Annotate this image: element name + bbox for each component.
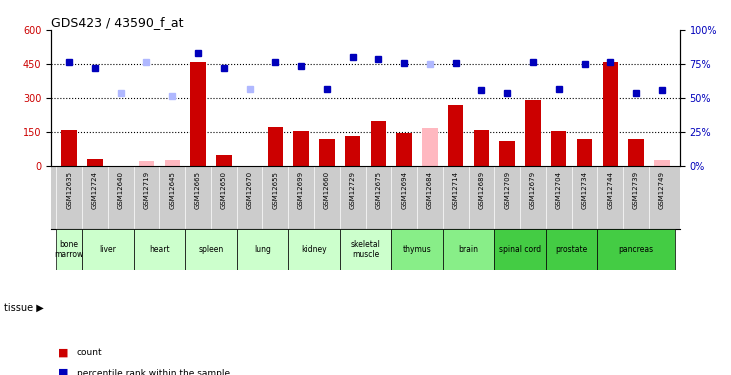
Bar bbox=[443, 229, 494, 270]
Bar bbox=[577, 139, 592, 166]
Bar bbox=[391, 229, 443, 270]
Text: kidney: kidney bbox=[301, 245, 327, 254]
Text: GSM12699: GSM12699 bbox=[298, 171, 304, 209]
Text: GSM12689: GSM12689 bbox=[479, 171, 485, 209]
Text: GSM12744: GSM12744 bbox=[607, 171, 613, 209]
Text: heart: heart bbox=[149, 245, 170, 254]
Bar bbox=[288, 229, 340, 270]
Text: spinal cord: spinal cord bbox=[499, 245, 541, 254]
Text: GSM12640: GSM12640 bbox=[118, 171, 124, 209]
Text: GSM12684: GSM12684 bbox=[427, 171, 433, 209]
Text: count: count bbox=[77, 348, 102, 357]
Text: GSM12675: GSM12675 bbox=[376, 171, 382, 209]
Bar bbox=[139, 161, 154, 166]
Bar bbox=[526, 100, 541, 166]
Text: GSM12660: GSM12660 bbox=[324, 171, 330, 209]
Bar bbox=[499, 141, 515, 166]
Text: GSM12734: GSM12734 bbox=[581, 171, 588, 209]
Bar bbox=[61, 130, 77, 166]
Bar bbox=[423, 129, 438, 166]
Text: prostate: prostate bbox=[556, 245, 588, 254]
Text: tissue ▶: tissue ▶ bbox=[4, 303, 43, 312]
Text: lung: lung bbox=[254, 245, 271, 254]
Bar bbox=[216, 154, 232, 166]
Bar bbox=[268, 128, 283, 166]
Bar bbox=[371, 121, 386, 166]
Text: percentile rank within the sample: percentile rank within the sample bbox=[77, 369, 230, 375]
Bar bbox=[597, 229, 675, 270]
Bar bbox=[134, 229, 185, 270]
Text: bone
marrow: bone marrow bbox=[55, 240, 84, 260]
Text: GSM12719: GSM12719 bbox=[143, 171, 150, 209]
Text: GSM12635: GSM12635 bbox=[67, 171, 72, 209]
Bar bbox=[546, 229, 597, 270]
Bar bbox=[340, 229, 391, 270]
Bar bbox=[474, 130, 489, 166]
Text: ■: ■ bbox=[58, 348, 69, 357]
Bar bbox=[551, 131, 567, 166]
Bar bbox=[396, 133, 412, 166]
Text: brain: brain bbox=[458, 245, 479, 254]
Bar bbox=[319, 139, 335, 166]
Bar bbox=[629, 139, 644, 166]
Text: spleen: spleen bbox=[198, 245, 224, 254]
Text: pancreas: pancreas bbox=[618, 245, 654, 254]
Text: thymus: thymus bbox=[403, 245, 431, 254]
Text: GSM12704: GSM12704 bbox=[556, 171, 561, 209]
Bar bbox=[654, 160, 670, 166]
Bar bbox=[82, 229, 134, 270]
Text: GSM12739: GSM12739 bbox=[633, 171, 639, 209]
Text: GSM12645: GSM12645 bbox=[170, 171, 175, 209]
Text: GSM12650: GSM12650 bbox=[221, 171, 227, 209]
Text: GSM12694: GSM12694 bbox=[401, 171, 407, 209]
Bar bbox=[164, 160, 180, 166]
Text: GSM12679: GSM12679 bbox=[530, 171, 536, 209]
Text: liver: liver bbox=[99, 245, 116, 254]
Text: GDS423 / 43590_f_at: GDS423 / 43590_f_at bbox=[51, 16, 183, 29]
Text: GSM12749: GSM12749 bbox=[659, 171, 664, 209]
Bar bbox=[185, 229, 237, 270]
Text: GSM12655: GSM12655 bbox=[273, 171, 279, 209]
Bar bbox=[237, 229, 288, 270]
Bar bbox=[87, 159, 102, 166]
Text: ■: ■ bbox=[58, 368, 69, 375]
Text: GSM12709: GSM12709 bbox=[504, 171, 510, 209]
Bar bbox=[56, 229, 82, 270]
Text: GSM12714: GSM12714 bbox=[452, 171, 458, 209]
Text: GSM12729: GSM12729 bbox=[349, 171, 355, 209]
Text: GSM12665: GSM12665 bbox=[195, 171, 201, 209]
Bar bbox=[190, 62, 205, 166]
Bar bbox=[494, 229, 546, 270]
Text: skeletal
muscle: skeletal muscle bbox=[351, 240, 380, 260]
Bar bbox=[448, 105, 463, 166]
Text: GSM12724: GSM12724 bbox=[92, 171, 98, 209]
Bar bbox=[602, 62, 618, 166]
Bar bbox=[345, 136, 360, 166]
Text: GSM12670: GSM12670 bbox=[246, 171, 252, 209]
Bar bbox=[293, 131, 308, 166]
